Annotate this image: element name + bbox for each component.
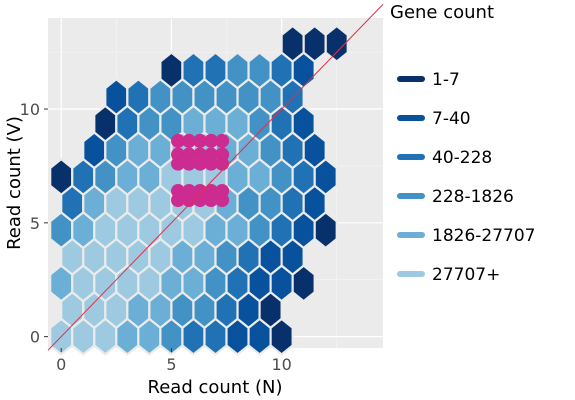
highlight-point xyxy=(204,133,219,148)
highlight-point xyxy=(182,183,197,198)
highlight-points xyxy=(171,133,230,208)
hex-bin xyxy=(104,77,129,117)
x-axis-ticks: 0 5 10 xyxy=(56,348,292,374)
y-tick-label: 0 xyxy=(30,328,40,347)
hex-bin xyxy=(181,51,206,90)
x-axis-title: Read count (N) xyxy=(148,377,283,398)
legend: Gene count 1-7 7-40 40-228 228-1826 1826-277… xyxy=(390,2,535,285)
hex-bin xyxy=(225,51,250,90)
diagonal-line xyxy=(47,3,384,351)
x-tick-label: 5 xyxy=(166,355,176,374)
highlight-point xyxy=(171,133,186,148)
highlight-point xyxy=(171,147,186,162)
legend-label: 27707+ xyxy=(432,265,500,285)
hex-bin xyxy=(280,24,305,63)
legend-key xyxy=(397,193,425,199)
highlight-point xyxy=(193,183,208,198)
hex-bin xyxy=(247,51,272,90)
legend-key xyxy=(397,232,425,238)
highlight-point xyxy=(171,183,186,198)
highlight-point xyxy=(193,133,208,148)
x-tick-label: 10 xyxy=(271,355,291,374)
highlight-point xyxy=(215,133,230,148)
y-axis-title: Read count (V) xyxy=(4,116,25,250)
y-axis-ticks: 0 5 10 xyxy=(20,100,48,347)
hex-bin xyxy=(324,24,349,63)
y-tick-label: 10 xyxy=(20,100,40,119)
hex-bins xyxy=(49,24,349,356)
hex-bin xyxy=(302,24,327,63)
highlight-point xyxy=(204,183,219,198)
hex-bin xyxy=(203,51,228,90)
legend-label: 1826-27707 xyxy=(432,226,535,246)
highlight-point xyxy=(182,133,197,148)
x-tick-label: 0 xyxy=(56,355,66,374)
highlight-point xyxy=(182,147,197,162)
legend-key xyxy=(397,115,425,121)
legend-title: Gene count xyxy=(390,2,494,23)
highlight-point xyxy=(215,147,230,162)
hex-bin xyxy=(126,77,151,117)
highlight-point xyxy=(215,183,230,198)
legend-key xyxy=(397,271,425,277)
hex-bin xyxy=(159,51,184,90)
highlight-point xyxy=(193,147,208,162)
legend-label: 40-228 xyxy=(432,148,492,168)
y-tick-label: 5 xyxy=(30,214,40,233)
legend-label: 228-1826 xyxy=(432,187,514,207)
legend-label: 1-7 xyxy=(432,70,460,90)
legend-label: 7-40 xyxy=(432,109,471,129)
highlight-point xyxy=(204,147,219,162)
legend-key xyxy=(397,154,425,160)
hex-bin xyxy=(49,157,74,197)
legend-key xyxy=(397,76,425,82)
